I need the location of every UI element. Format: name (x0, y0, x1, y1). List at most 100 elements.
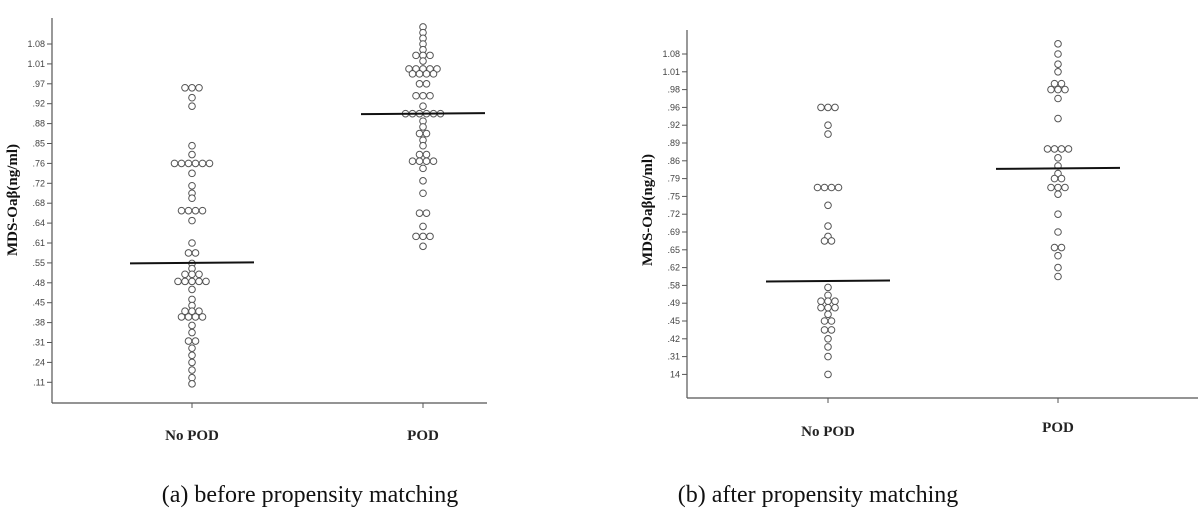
x-label-pod: POD (407, 428, 439, 444)
y-tick-label: .55 (32, 258, 45, 268)
y-tick-label: .31 (32, 338, 45, 348)
data-point (419, 189, 427, 198)
data-point (419, 102, 427, 110)
data-point (419, 91, 427, 100)
data-point (174, 277, 182, 286)
data-point (191, 159, 200, 168)
data-point (1054, 68, 1062, 76)
data-point (1054, 251, 1062, 260)
data-point (817, 103, 825, 112)
data-point (1057, 79, 1066, 88)
data-point (191, 249, 200, 257)
median-line (360, 112, 486, 116)
data-point (188, 295, 196, 304)
data-point (188, 181, 196, 190)
data-point (824, 121, 832, 129)
y-tick-label: .86 (667, 156, 680, 166)
y-tick-label: 1.08 (27, 39, 45, 49)
y-tick-label: .72 (667, 209, 680, 219)
data-point (813, 183, 822, 192)
data-point (1050, 243, 1059, 252)
caption-b: (b) after propensity matching (678, 482, 959, 508)
data-point (820, 317, 829, 325)
data-point (820, 183, 829, 192)
data-point (188, 285, 196, 294)
panel-after-matching: MDS-Oaβ(ng/ml) No POD POD (b) after prop… (640, 30, 1198, 508)
data-point (419, 57, 427, 65)
data-point (184, 206, 193, 215)
data-point (184, 313, 193, 321)
data-point (824, 352, 832, 361)
x-label-pod: POD (1042, 420, 1074, 436)
data-point (834, 183, 843, 192)
data-point (198, 313, 207, 321)
data-point (188, 239, 196, 247)
data-point (419, 123, 427, 131)
data-point (198, 206, 207, 215)
data-point (415, 157, 424, 165)
data-point (827, 326, 836, 334)
data-point (188, 194, 196, 203)
data-point (191, 206, 200, 215)
data-point (1061, 85, 1069, 94)
data-point (188, 141, 196, 150)
data-point (422, 129, 431, 138)
caption-a: (a) before propensity matching (162, 482, 459, 508)
data-point (429, 70, 438, 78)
y-tick-label: .31 (667, 352, 680, 362)
data-point (433, 65, 441, 73)
y-tick-label: 1.08 (662, 49, 680, 59)
y-axis-title: MDS-Oaβ(ng/ml) (5, 144, 21, 256)
data-point (1047, 85, 1055, 94)
data-point (824, 130, 832, 138)
data-point (1054, 263, 1062, 272)
data-point (827, 183, 836, 192)
data-point (412, 232, 420, 241)
median-line (765, 279, 891, 283)
data-point (415, 129, 424, 138)
data-point (422, 150, 431, 159)
data-point (1050, 145, 1059, 153)
data-point (426, 51, 434, 60)
y-tick-label: .89 (667, 138, 680, 148)
data-point (422, 157, 431, 165)
y-tick-label: .58 (667, 280, 680, 290)
data-point (188, 93, 196, 102)
data-point (170, 159, 179, 168)
data-point (184, 159, 193, 168)
data-point (1054, 272, 1062, 281)
y-tick-label: .79 (667, 174, 680, 184)
y-tick-label: .76 (32, 158, 45, 168)
y-tick-label: .92 (32, 99, 45, 109)
data-point (419, 222, 427, 231)
y-tick-label: .88 (32, 119, 45, 129)
data-point (824, 310, 832, 319)
data-point (188, 169, 196, 178)
data-point (1054, 85, 1062, 94)
y-tick-label: .48 (32, 278, 45, 288)
data-point (827, 237, 836, 245)
panel-before-matching: MDS-Oaβ(ng/ml) No POD POD (a) before pro… (5, 18, 487, 508)
data-point (824, 201, 832, 210)
y-tick-label: .42 (667, 334, 680, 344)
data-point (1054, 50, 1062, 58)
y-tick-label: 14 (670, 369, 680, 379)
y-tick-label: .24 (32, 357, 45, 367)
data-point (195, 307, 203, 316)
y-axis-title: MDS-Oaβ(ng/ml) (640, 154, 656, 266)
data-point (415, 209, 424, 217)
data-point (426, 91, 434, 100)
y-tick-label: .49 (667, 298, 680, 308)
y-tick-label: .45 (32, 298, 45, 308)
x-label-no-pod: No POD (165, 428, 219, 444)
data-point (415, 80, 424, 88)
data-point (1064, 145, 1073, 153)
data-point (1054, 114, 1062, 123)
data-point (824, 335, 832, 343)
data-point (419, 177, 427, 185)
data-point (177, 206, 186, 215)
y-tick-label: .98 (667, 85, 680, 95)
y-tick-label: .62 (667, 263, 680, 273)
data-point (1054, 210, 1062, 218)
data-point (181, 277, 189, 286)
